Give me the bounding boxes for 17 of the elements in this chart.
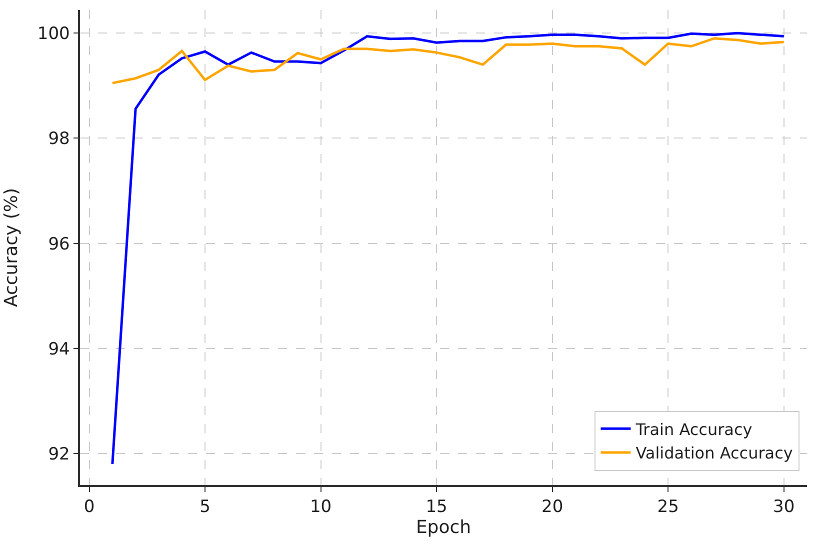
x-tick-label: 20 [542, 497, 564, 518]
y-tick-label: 92 [48, 444, 70, 464]
y-tick-label: 94 [48, 339, 70, 360]
x-tick-label: 5 [200, 497, 210, 518]
y-tick-label: 96 [48, 234, 70, 254]
x-tick-label: 0 [84, 497, 95, 518]
x-axis-title: Epoch [416, 517, 472, 538]
y-axis-title: Accuracy (%) [1, 188, 22, 308]
x-tick-label: 15 [426, 497, 448, 518]
y-tick-label: 100 [37, 24, 70, 44]
legend-label: Validation Accuracy [636, 444, 793, 463]
x-tick-label: 25 [657, 497, 679, 518]
x-tick-label: 10 [310, 497, 332, 518]
x-tick-label: 30 [773, 497, 795, 518]
line-series [111, 37, 786, 84]
legend-label: Train Accuracy [634, 420, 752, 439]
y-tick-label: 98 [48, 129, 70, 150]
